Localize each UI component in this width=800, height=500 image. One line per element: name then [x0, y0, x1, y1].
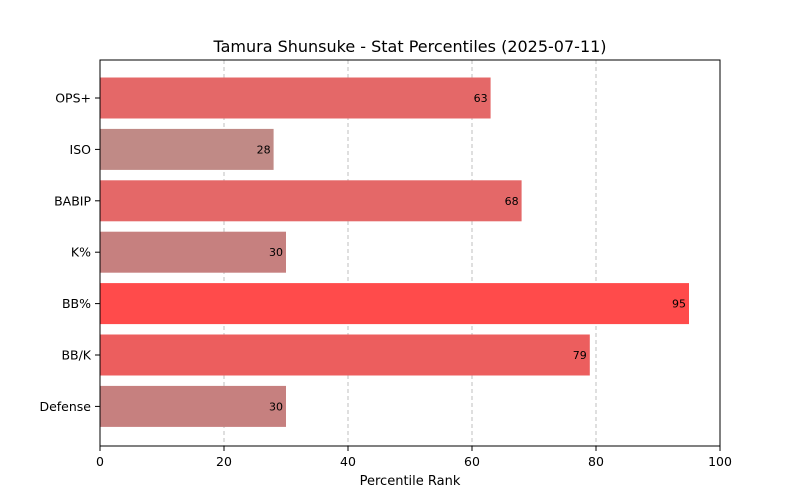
y-axis-ticks: OPS+ ISO BABIP K% BB% BB/K Defense — [39, 91, 100, 414]
y-tick-label: BB% — [62, 296, 91, 311]
x-tick-label: 80 — [588, 454, 604, 469]
bar-value-label: 95 — [672, 298, 686, 311]
x-tick-label: 40 — [340, 454, 356, 469]
bar — [100, 231, 286, 273]
bar — [100, 334, 590, 376]
bars: 63 28 68 30 95 79 30 — [100, 77, 689, 427]
bar-value-label: 30 — [269, 400, 283, 413]
bar-value-label: 68 — [505, 195, 519, 208]
x-tick-label: 100 — [708, 454, 732, 469]
y-tick-label: BB/K — [61, 348, 91, 363]
x-tick-label: 60 — [464, 454, 480, 469]
x-axis-title: Percentile Rank — [360, 474, 461, 489]
bar-value-label: 79 — [573, 349, 587, 362]
bar — [100, 180, 522, 222]
bar — [100, 77, 491, 119]
bar-value-label: 28 — [257, 143, 271, 156]
bar — [100, 128, 274, 170]
y-tick-label: OPS+ — [55, 91, 91, 106]
chart-title: Tamura Shunsuke - Stat Percentiles (2025… — [212, 37, 606, 56]
y-tick-label: ISO — [70, 142, 92, 157]
bar — [100, 283, 689, 325]
bar — [100, 385, 286, 427]
plot-frame — [99, 59, 721, 447]
x-tick-label: 20 — [216, 454, 232, 469]
x-tick-label: 0 — [96, 454, 104, 469]
x-axis-ticks: 0 20 40 60 80 100 — [96, 446, 732, 469]
y-tick-label: K% — [71, 245, 91, 260]
y-tick-label: Defense — [39, 399, 91, 414]
bar-value-label: 63 — [474, 92, 488, 105]
y-tick-label: BABIP — [54, 193, 91, 208]
bar-value-label: 30 — [269, 246, 283, 259]
